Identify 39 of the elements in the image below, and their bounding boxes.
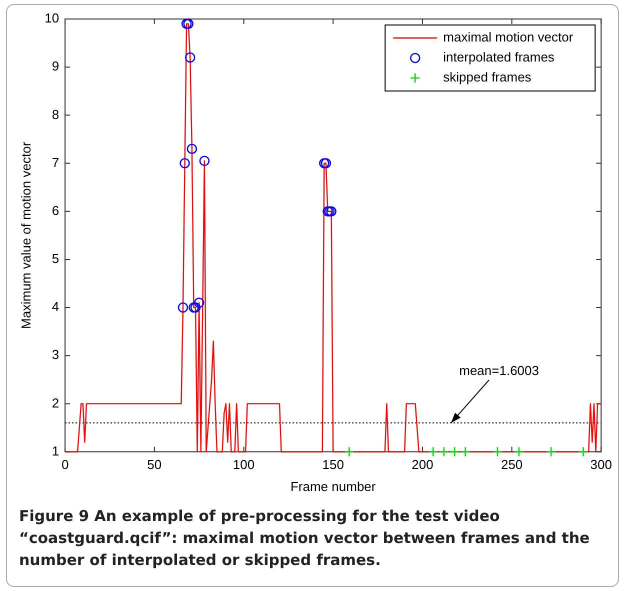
caption: Figure 9 An example of pre-processing for the test video “coastguard.qcif”: maximal motion vector between frames and the number of interpolated or skipped frames.: [19, 506, 591, 571]
point: [344, 446, 354, 457]
y-tick-label: 6: [52, 202, 60, 218]
x-axis-title: Frame number: [290, 478, 376, 494]
y-tick-label: 7: [52, 154, 60, 170]
point: [514, 446, 524, 457]
point: [546, 446, 556, 457]
x-tick-label: 250: [500, 457, 523, 472]
point: [194, 298, 204, 308]
y-tick-label: 10: [44, 10, 60, 26]
y-tick-label: 2: [52, 395, 60, 410]
x-tick-label: 0: [61, 457, 69, 472]
point: [180, 158, 190, 168]
annotation: mean=1.6003: [459, 363, 539, 378]
y-tick-label: 5: [52, 251, 60, 266]
point: [428, 446, 438, 457]
y-tick-label: 4: [52, 299, 60, 314]
point: [492, 446, 503, 457]
point: [460, 446, 470, 457]
y-tick-label: 1: [52, 443, 60, 458]
x-tick-label: 50: [147, 457, 162, 472]
legend-label: skipped frames: [443, 70, 532, 85]
point: [186, 144, 198, 154]
point: [178, 302, 188, 313]
x-tick-label: 150: [322, 457, 344, 472]
legend-label: interpolated frames: [443, 50, 555, 65]
point: [449, 446, 460, 457]
x-tick-label: 200: [412, 457, 434, 472]
y-tick-label: 8: [52, 106, 60, 122]
point: [199, 156, 210, 166]
x-tick-label: 300: [590, 457, 612, 472]
point: [578, 446, 588, 457]
y-axis-title: Maximum value of motion vector: [18, 141, 34, 329]
y-tick-label: 9: [52, 58, 60, 74]
point: [438, 446, 450, 457]
y-tick-label: 3: [52, 347, 60, 362]
x-tick-label: 100: [232, 457, 255, 472]
point: [185, 52, 196, 63]
legend-label: maximal motion vector: [443, 30, 574, 45]
